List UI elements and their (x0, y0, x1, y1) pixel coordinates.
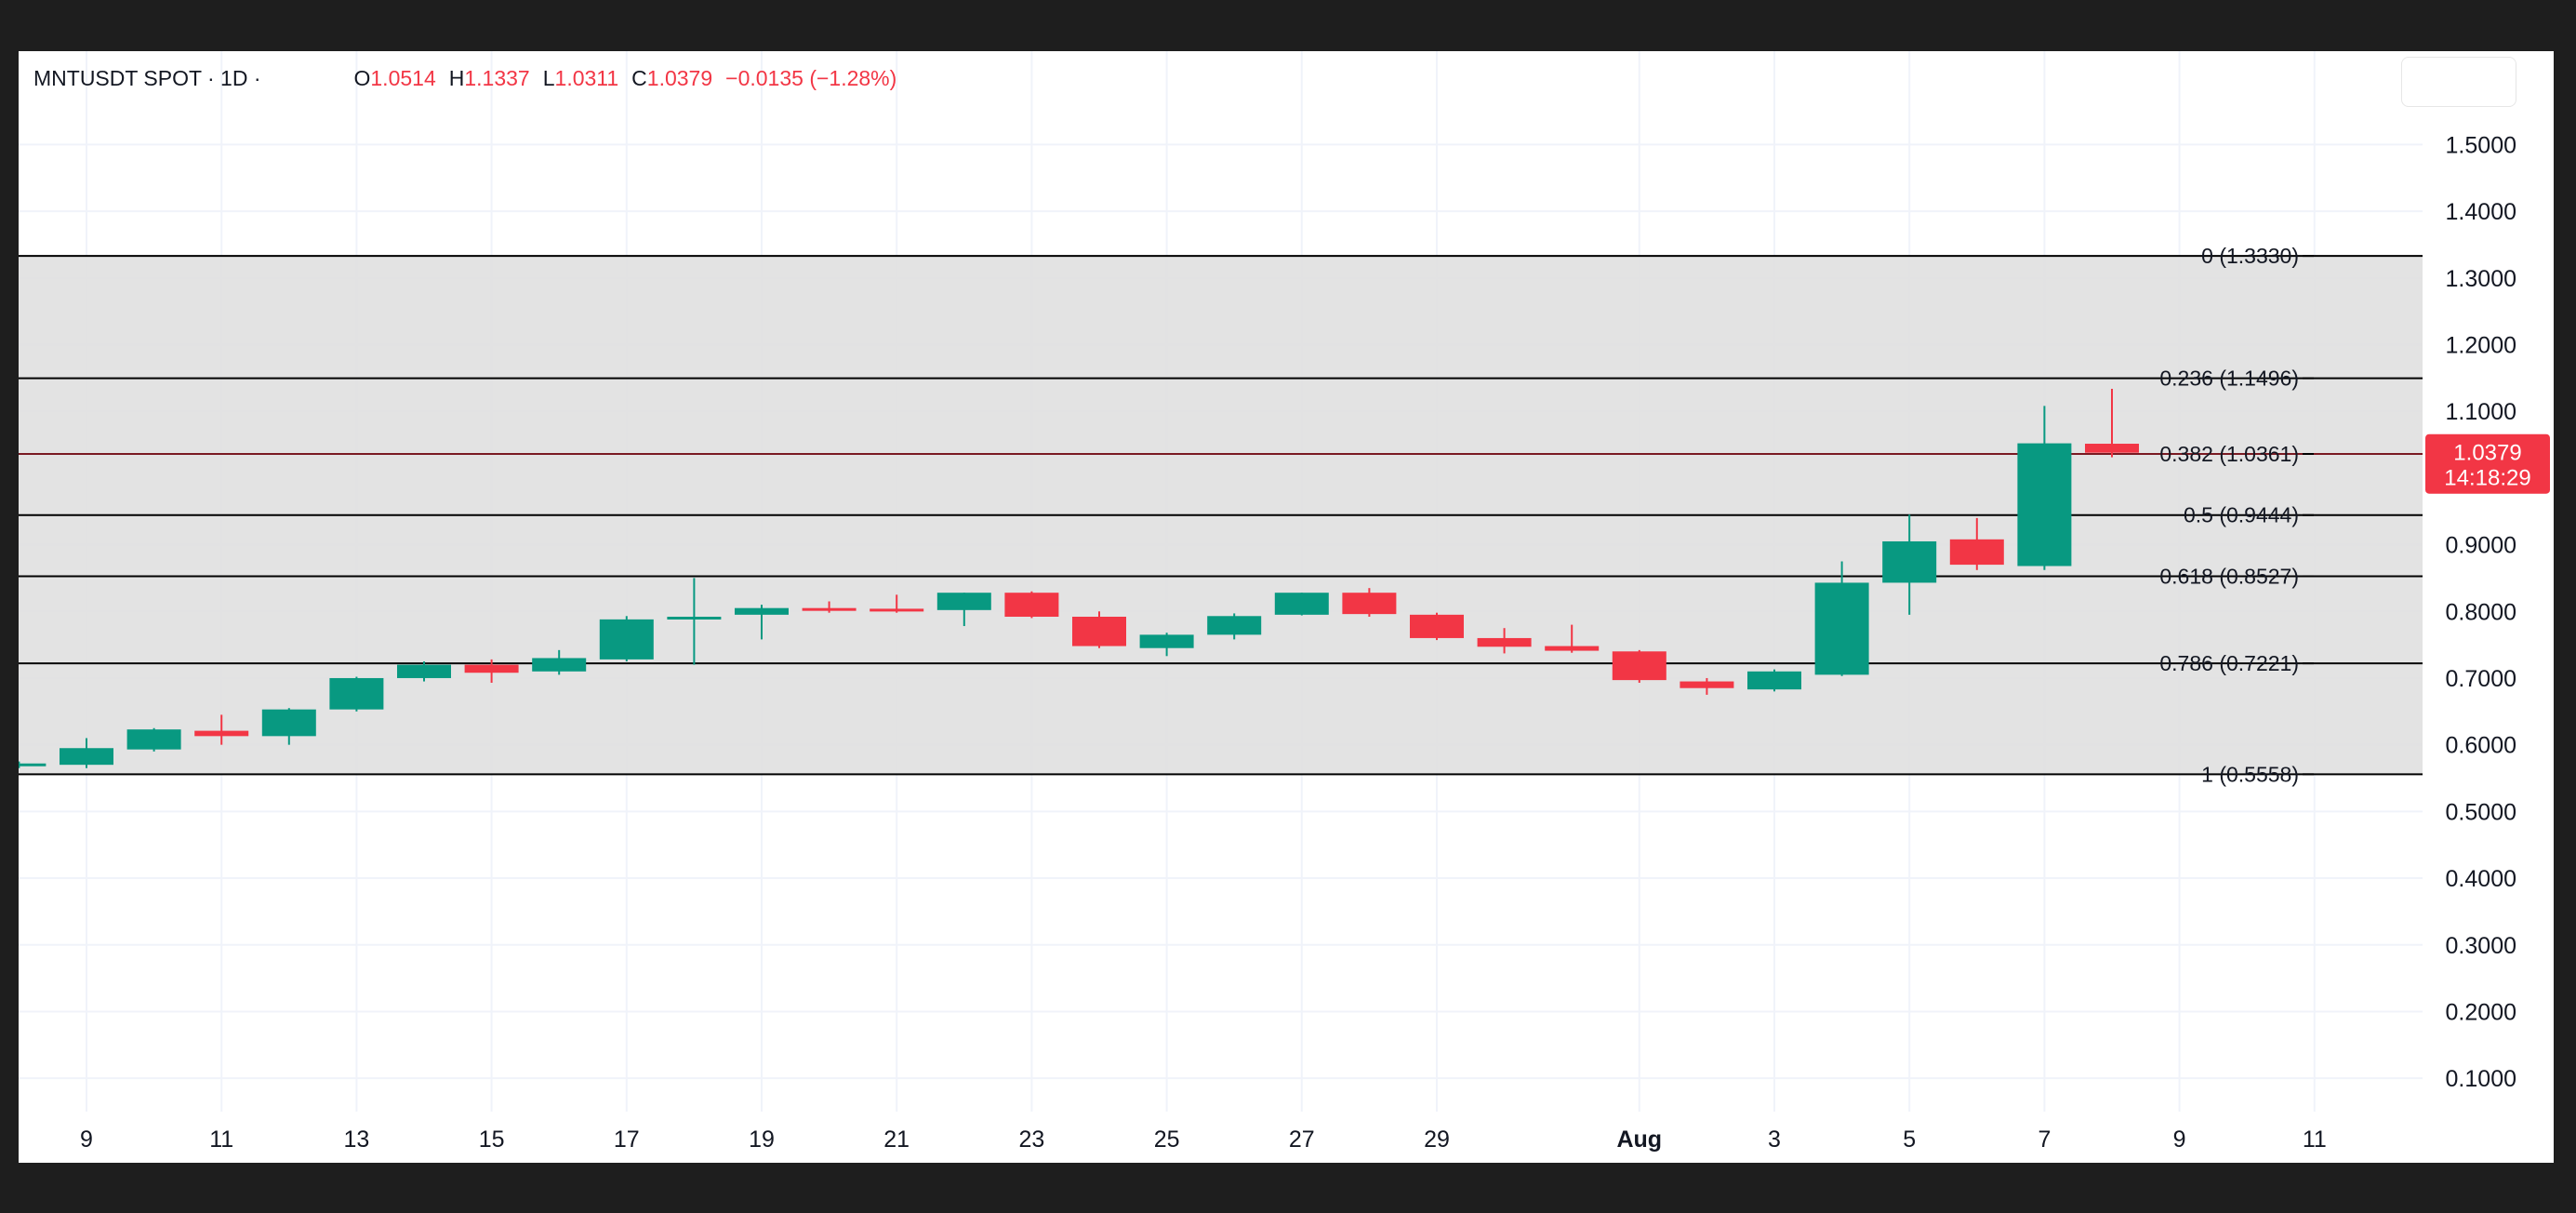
countdown-label: 14:18:29 (2444, 466, 2530, 491)
candle-body (667, 617, 722, 620)
x-tick-label: 17 (614, 1126, 640, 1153)
low-key: L (542, 66, 555, 90)
x-tick-label: 23 (1018, 1126, 1044, 1153)
candle-body (1139, 634, 1194, 648)
candle-body (1477, 637, 1532, 647)
fib-level-label: 1 (0.5558) (2201, 762, 2299, 786)
low-value: 1.0311 (554, 66, 619, 90)
candle-body (329, 677, 384, 710)
x-tick-label: Aug (1616, 1126, 1662, 1153)
chart-panel: 0 (1.3330) 0.236 (1.1496) 0.382 (1.0361) 0.… (19, 51, 2554, 1163)
candle-body (397, 664, 451, 678)
y-tick-label: 1.4000 (2446, 199, 2516, 225)
candle-body (599, 619, 654, 660)
x-tick-label: 15 (479, 1126, 505, 1153)
x-tick-label: 25 (1154, 1126, 1180, 1153)
candle-body (19, 763, 46, 766)
y-tick-label: 0.9000 (2446, 533, 2516, 559)
y-tick-label: 1.5000 (2446, 132, 2516, 158)
x-tick-label: 7 (2038, 1126, 2051, 1153)
candle-body (870, 608, 924, 612)
candle-body (1949, 539, 2004, 566)
high-key: H (448, 66, 465, 90)
candle-body (735, 607, 789, 615)
candle-body (1882, 540, 1937, 583)
x-tick-label: 9 (2173, 1126, 2186, 1153)
candle-body (1545, 646, 1600, 651)
x-tick-label: 11 (209, 1126, 233, 1153)
x-tick-label: 11 (2303, 1126, 2327, 1153)
candle-body (1814, 582, 1869, 675)
fib-level-label: 0.618 (0.8527) (2159, 564, 2299, 588)
x-tick-label: 19 (749, 1126, 775, 1153)
candle-body (1207, 616, 1262, 635)
y-tick-label: 0.4000 (2446, 866, 2516, 892)
candle-body (60, 748, 113, 766)
x-tick-label: 21 (883, 1126, 910, 1153)
fib-level-label: 0.5 (0.9444) (2184, 503, 2299, 527)
candle-body (2085, 444, 2139, 453)
x-tick-label: 9 (80, 1126, 93, 1153)
chart-settings-button[interactable] (2401, 57, 2516, 107)
close-key: C (631, 66, 647, 90)
y-tick-label: 0.3000 (2446, 933, 2516, 959)
open-key: O (353, 66, 371, 90)
y-tick-label: 0.6000 (2446, 733, 2516, 759)
candle-body (194, 730, 249, 737)
x-tick-label: 27 (1289, 1126, 1315, 1153)
y-tick-label: 0.7000 (2446, 666, 2516, 692)
candle-body (2017, 443, 2072, 567)
candle-body (802, 607, 856, 611)
y-tick-label: 0.1000 (2446, 1066, 2516, 1092)
current-price-badge (2425, 433, 2550, 494)
candlestick-chart[interactable]: 0 (1.3330) 0.236 (1.1496) 0.382 (1.0361) 0.… (19, 51, 2554, 1163)
y-tick-label: 1.1000 (2446, 399, 2516, 425)
x-tick-label: 3 (1768, 1126, 1781, 1153)
candle-body (1747, 671, 1801, 690)
y-tick-label: 1.3000 (2446, 266, 2516, 292)
symbol-label[interactable]: MNTUSDT SPOT · 1D · (33, 66, 261, 90)
open-value: 1.0514 (370, 66, 436, 90)
fib-level-label: 0 (1.3330) (2201, 244, 2299, 268)
current-price-label: 1.0379 (2453, 441, 2521, 466)
candle-body (532, 658, 587, 672)
close-value: 1.0379 (646, 66, 713, 90)
y-tick-label: 0.2000 (2446, 999, 2516, 1025)
ohlc-legend: MNTUSDT SPOT · 1D · O1.0514 H1.1337 L1.0311… (33, 66, 896, 91)
candle-body (464, 664, 519, 673)
candle-body (126, 729, 181, 750)
x-tick-label: 5 (1903, 1126, 1916, 1153)
y-tick-label: 0.8000 (2446, 599, 2516, 625)
candle-body (261, 709, 316, 737)
fib-level-label: 0.236 (1.1496) (2159, 367, 2299, 391)
candle-body (1004, 593, 1059, 617)
x-tick-label: 13 (343, 1126, 369, 1153)
candle-body (936, 593, 991, 610)
fib-level-label: 0.786 (0.7221) (2159, 651, 2299, 675)
y-tick-label: 1.2000 (2446, 332, 2516, 358)
x-tick-label: 29 (1424, 1126, 1450, 1153)
change-value: −0.0135 (−1.28%) (725, 66, 897, 90)
candle-body (1612, 651, 1666, 681)
candle-body (1072, 617, 1126, 646)
candle-body (1680, 681, 1734, 688)
candle-body (1410, 614, 1464, 638)
fib-level-label: 0.382 (1.0361) (2159, 442, 2299, 466)
y-tick-label: 0.5000 (2446, 799, 2516, 825)
candle-body (1342, 593, 1397, 615)
high-value: 1.1337 (464, 66, 530, 90)
candle-body (1274, 593, 1329, 615)
